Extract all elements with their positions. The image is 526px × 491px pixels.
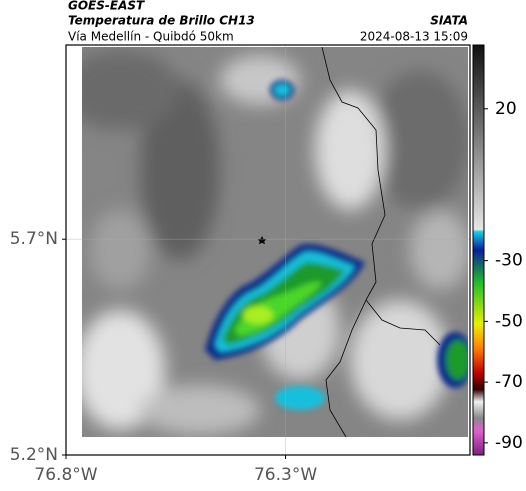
colorbar-tick-label: -50 xyxy=(495,311,523,331)
satellite-image xyxy=(82,47,468,437)
datetime: 2024-08-13 15:09 xyxy=(360,30,468,44)
product: Temperatura de Brillo CH13 xyxy=(68,14,255,28)
y-tick-label: 5.2°N xyxy=(10,445,58,465)
colorbar-tick-label: -70 xyxy=(495,372,523,392)
colorbar-tick-label: 20 xyxy=(495,99,517,119)
colorbar-tick-label: -90 xyxy=(495,433,523,453)
colorbar xyxy=(472,44,485,456)
map-frame xyxy=(65,44,471,456)
agency: GOES-EAST xyxy=(68,0,145,13)
region: Vía Medellín - Quibdó 50km xyxy=(68,30,234,44)
colorbar-tick-label: -30 xyxy=(495,251,523,271)
x-tick-label: 76.3°W xyxy=(254,465,317,485)
y-tick-label: 5.7°N xyxy=(10,229,58,249)
source: SIATA xyxy=(430,14,468,28)
x-tick-label: 76.8°W xyxy=(34,465,97,485)
